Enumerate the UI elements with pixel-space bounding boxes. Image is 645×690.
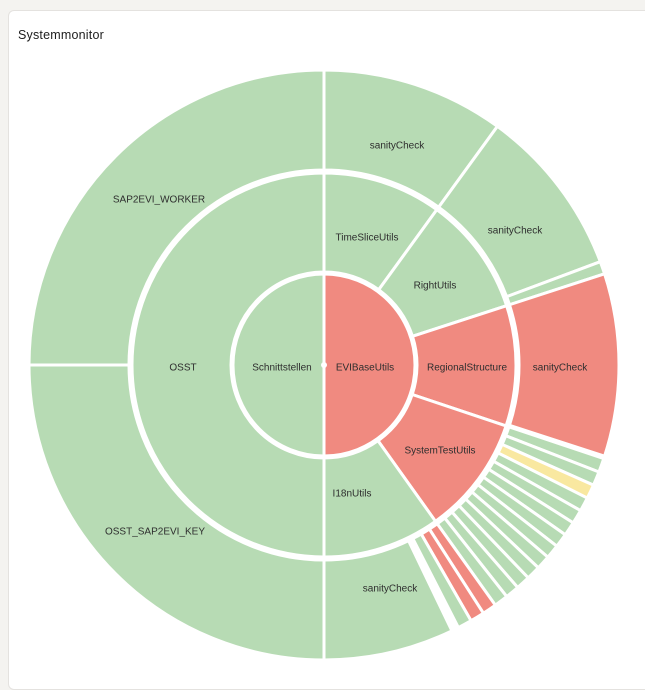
center-dot [321, 362, 327, 368]
chart-slice[interactable] [411, 532, 473, 630]
chart-slice-OSST_SAP2EVI_KEY[interactable] [27, 363, 326, 662]
chart-slice-sanityCheck[interactable] [507, 272, 621, 458]
chart-slice-OSST[interactable] [130, 171, 326, 559]
chart-slice-EVIBaseUtils[interactable] [322, 272, 417, 458]
sunburst-chart[interactable]: EVIBaseUtilsSchnittstellenTimeSliceUtils… [0, 0, 645, 671]
chart-slice-SAP2EVI_WORKER[interactable] [27, 68, 326, 367]
chart-slice-Schnittstellen[interactable] [231, 272, 326, 458]
page-title: Systemmonitor [18, 28, 104, 42]
